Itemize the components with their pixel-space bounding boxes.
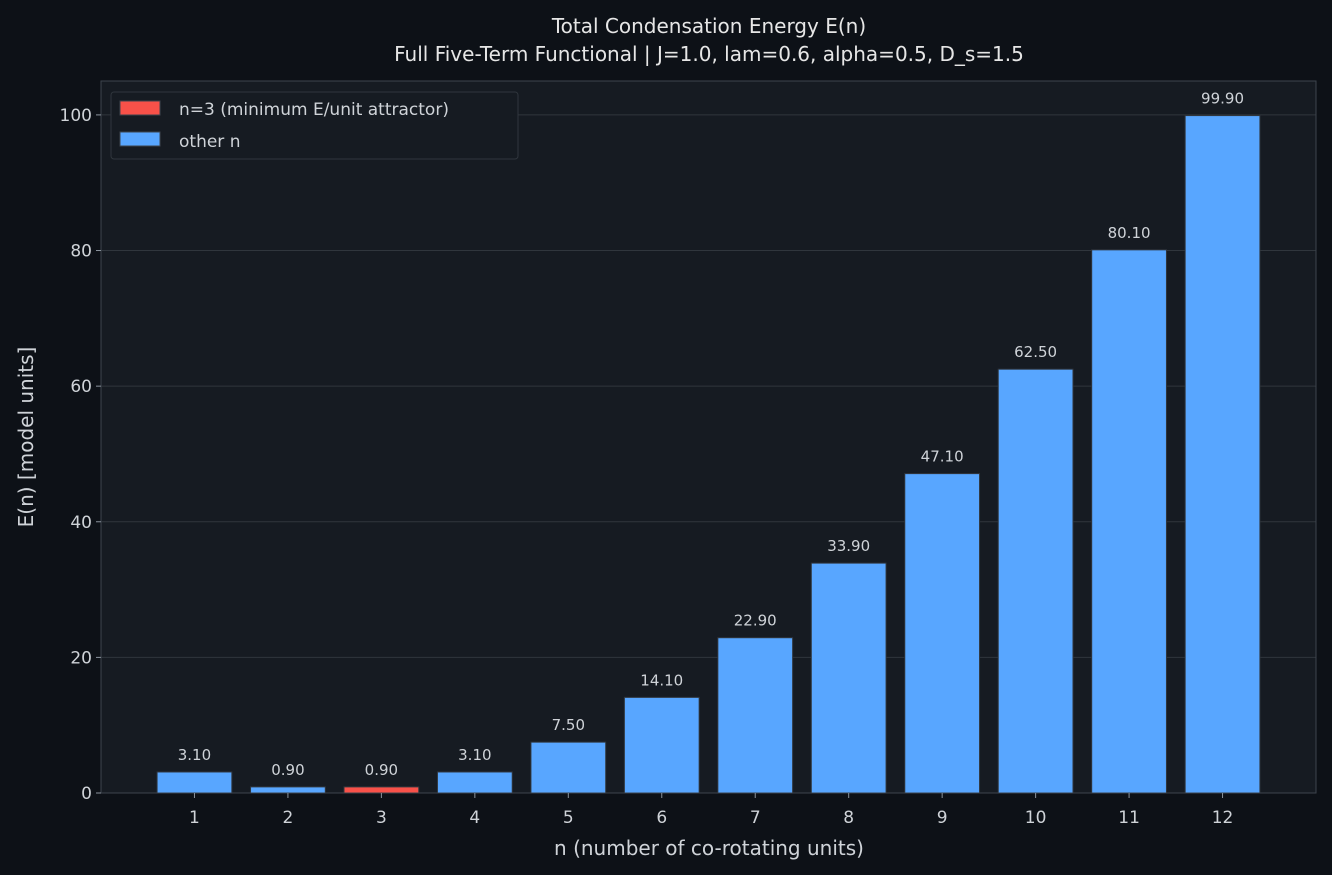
y-tick-label: 60 bbox=[70, 377, 92, 397]
legend-swatch-highlight bbox=[119, 100, 161, 116]
y-tick-label: 20 bbox=[70, 648, 92, 668]
bar-value-label: 62.50 bbox=[1014, 343, 1057, 361]
legend-label-highlight: n=3 (minimum E/unit attractor) bbox=[179, 100, 449, 120]
bar bbox=[343, 786, 420, 794]
bars bbox=[156, 115, 1261, 794]
bar bbox=[997, 368, 1074, 794]
y-tick-label: 100 bbox=[60, 106, 92, 126]
chart-title: Total Condensation Energy E(n) bbox=[551, 14, 866, 38]
bar bbox=[717, 637, 794, 794]
x-tick-label: 3 bbox=[376, 808, 387, 828]
x-axis-label: n (number of co-rotating units) bbox=[554, 836, 864, 860]
bar-value-label: 7.50 bbox=[552, 716, 585, 734]
legend: n=3 (minimum E/unit attractor) other n bbox=[110, 91, 519, 160]
x-tick-label: 4 bbox=[469, 808, 480, 828]
bar-value-label: 3.10 bbox=[458, 746, 491, 764]
value-labels: 3.10 0.90 0.90 3.10 7.50 14.10 22.90 33.90 47.10… bbox=[178, 90, 1244, 779]
plot-frame bbox=[100, 80, 1317, 794]
bar bbox=[530, 741, 607, 794]
x-tick-label: 2 bbox=[283, 808, 294, 828]
x-tick-label: 10 bbox=[1025, 808, 1047, 828]
bar bbox=[810, 562, 887, 794]
bar-value-label: 0.90 bbox=[271, 761, 304, 779]
x-tick-label: 9 bbox=[937, 808, 948, 828]
x-tick-label: 12 bbox=[1212, 808, 1234, 828]
bar-value-label: 0.90 bbox=[365, 761, 398, 779]
bar-value-label: 33.90 bbox=[827, 537, 870, 555]
x-axis-ticks: 1 2 3 4 5 6 7 8 9 10 11 12 bbox=[189, 793, 1233, 828]
bar-value-label: 14.10 bbox=[640, 671, 683, 689]
y-tick-label: 40 bbox=[70, 513, 92, 533]
bar-value-label: 47.10 bbox=[921, 448, 964, 466]
x-tick-label: 7 bbox=[750, 808, 761, 828]
bar-value-label: 22.90 bbox=[734, 612, 777, 630]
legend-label-other: other n bbox=[179, 132, 240, 152]
legend-swatch-other bbox=[119, 131, 161, 147]
legend-box bbox=[110, 91, 519, 160]
bar bbox=[1184, 115, 1261, 794]
x-tick-label: 5 bbox=[563, 808, 574, 828]
bar-value-label: 80.10 bbox=[1108, 224, 1151, 242]
x-tick-label: 1 bbox=[189, 808, 200, 828]
bar bbox=[904, 473, 981, 794]
x-tick-label: 6 bbox=[656, 808, 667, 828]
x-tick-label: 8 bbox=[843, 808, 854, 828]
bar bbox=[250, 786, 326, 794]
bar bbox=[623, 696, 700, 794]
bar-value-label: 99.90 bbox=[1201, 90, 1244, 108]
y-axis-label: E(n) [model units] bbox=[14, 347, 38, 528]
y-tick-label: 80 bbox=[70, 242, 92, 262]
y-tick-label: 0 bbox=[81, 784, 92, 804]
bar-value-label: 3.10 bbox=[178, 746, 211, 764]
x-tick-label: 11 bbox=[1118, 808, 1140, 828]
bar bbox=[156, 771, 233, 794]
chart-subtitle: Full Five-Term Functional | J=1.0, lam=0… bbox=[394, 42, 1024, 66]
bar bbox=[1091, 249, 1167, 794]
bar bbox=[436, 771, 513, 794]
y-axis-ticks: 0 20 40 60 80 100 bbox=[60, 106, 101, 804]
